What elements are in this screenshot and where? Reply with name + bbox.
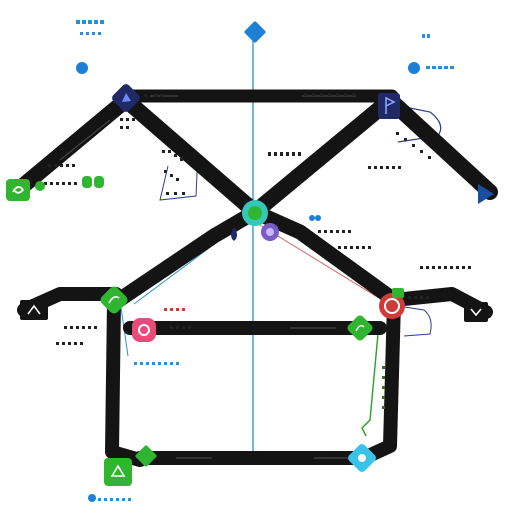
leaf-icon[interactable] <box>98 284 129 315</box>
play-icon[interactable] <box>478 184 494 204</box>
glyph-clusters <box>44 20 471 501</box>
hub-small-dot <box>309 215 315 221</box>
pennant-icon[interactable] <box>110 82 141 113</box>
track-network <box>10 89 498 467</box>
box-left-track <box>105 295 147 467</box>
orbit-icon[interactable] <box>242 200 268 226</box>
swirl-small-dot <box>35 181 45 191</box>
hook-icon[interactable] <box>464 302 488 322</box>
station-icons <box>6 21 494 486</box>
glyph-cluster <box>164 308 185 311</box>
glyph-cluster <box>56 326 191 345</box>
glyph-cluster <box>382 366 385 409</box>
glyph-cluster <box>368 132 431 169</box>
legend-dots <box>76 62 420 502</box>
glyph-cluster <box>162 150 185 195</box>
inner-green-link <box>361 333 379 437</box>
glyph-cluster <box>44 164 77 185</box>
glyph-cluster <box>268 152 301 156</box>
leaf-icon[interactable] <box>346 314 374 342</box>
track-markings <box>59 95 356 459</box>
hub-small-dot <box>315 215 321 221</box>
roof-left-track <box>10 92 263 220</box>
glyph-cluster <box>98 362 179 501</box>
diamond-icon[interactable] <box>244 21 267 44</box>
cube-icon[interactable] <box>104 458 132 486</box>
roof-right-track <box>247 92 498 220</box>
gem-icon[interactable] <box>261 223 279 241</box>
glyph-cluster <box>318 230 371 249</box>
chevron-icon[interactable] <box>20 300 48 320</box>
glyph-cluster <box>144 93 355 97</box>
top-right-dot <box>408 62 420 74</box>
lower-left-diagonal-track <box>108 204 263 310</box>
target-icon[interactable] <box>379 293 405 319</box>
glyph-cluster <box>76 20 104 35</box>
swirl-icon[interactable] <box>6 179 30 201</box>
right-eave-link <box>397 305 432 337</box>
target-badge <box>392 288 404 298</box>
top-left-dot <box>76 62 88 74</box>
bottom-left-dot <box>88 494 96 502</box>
ring-icon[interactable] <box>132 318 156 342</box>
double-pill-icon[interactable] <box>82 176 104 188</box>
glyph-cluster <box>408 266 471 299</box>
left-branch-link <box>159 151 199 201</box>
flag-icon[interactable] <box>378 93 400 119</box>
glyph-cluster <box>120 118 135 129</box>
drop-icon[interactable] <box>346 442 377 473</box>
glyph-cluster <box>422 34 454 69</box>
drop-icon[interactable] <box>231 227 237 241</box>
track-mark <box>59 119 111 161</box>
diamond-icon[interactable] <box>135 445 158 468</box>
lower-right-diagonal-track <box>247 204 402 308</box>
